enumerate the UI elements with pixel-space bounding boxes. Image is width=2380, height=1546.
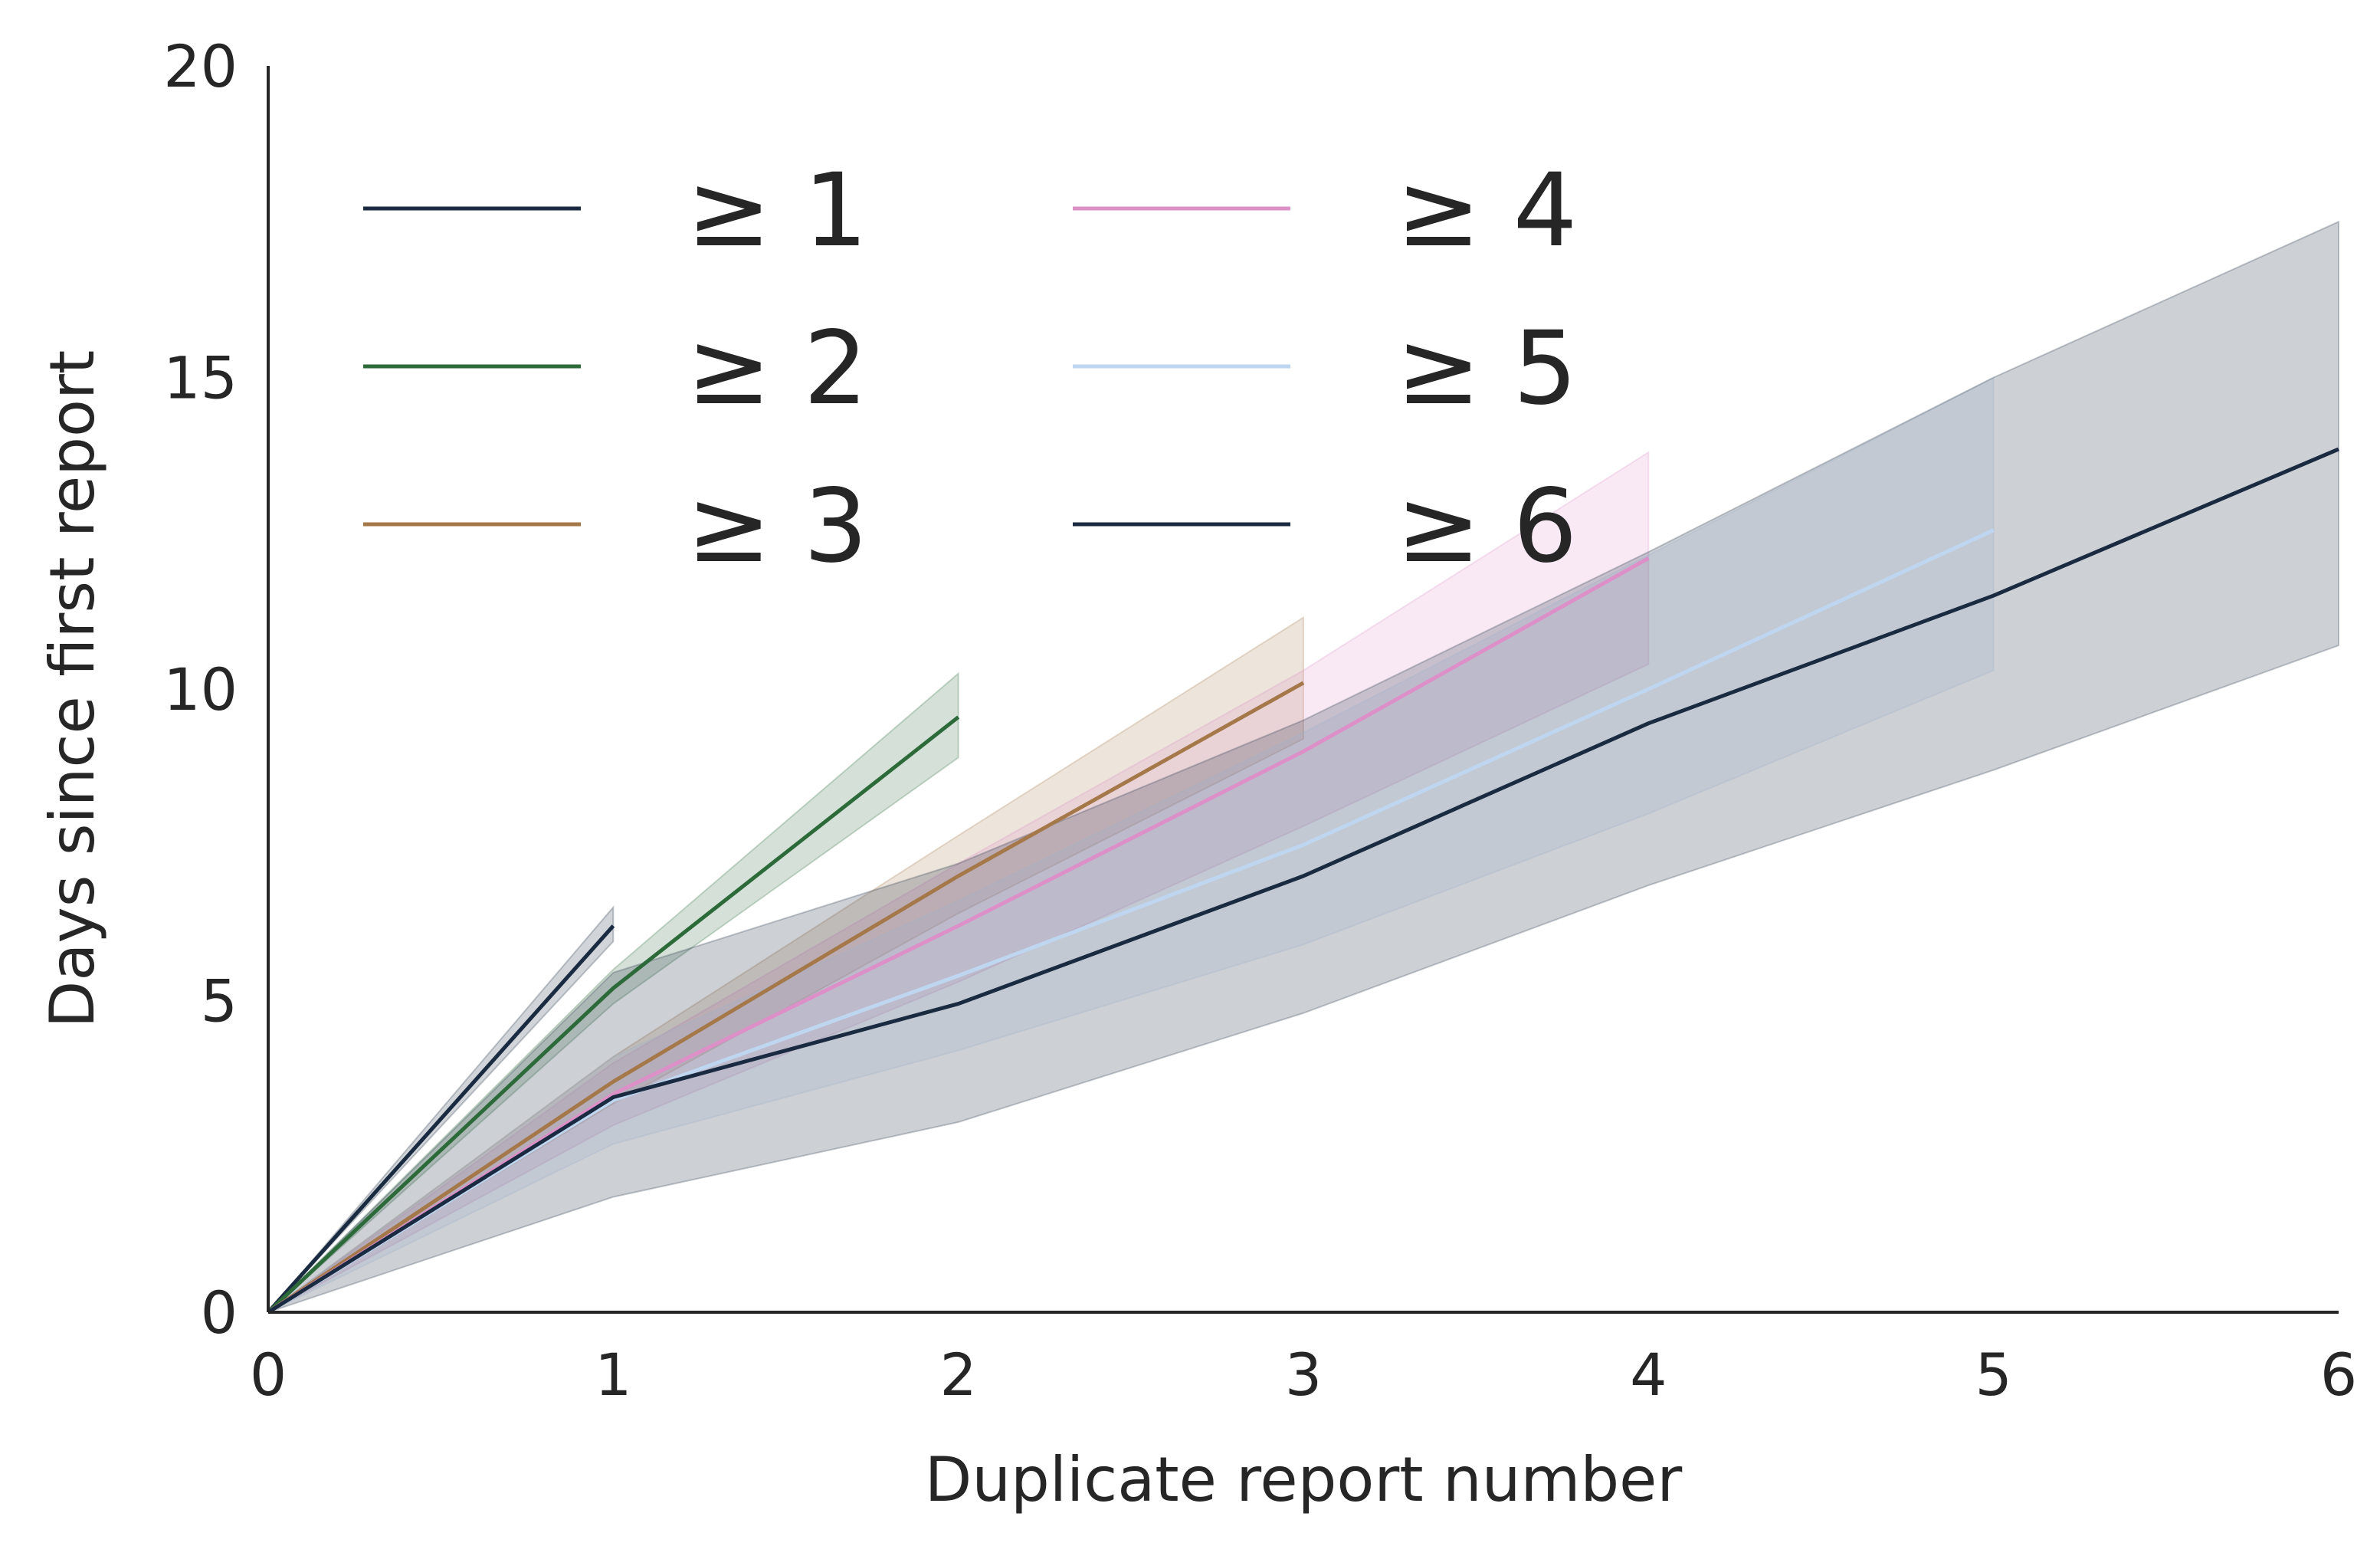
- x-tick-label: 0: [250, 1341, 287, 1409]
- series-line-5: [267, 528, 1995, 1315]
- y-tick-labels: 0 5 10 15 20: [163, 32, 238, 1347]
- legend-label-6: ≥ 6: [1396, 468, 1578, 586]
- series-line-3: [267, 681, 1305, 1315]
- legend-label-3: ≥ 3: [687, 468, 868, 586]
- x-tick-labels: 0 1 2 3 4 5 6: [250, 1341, 2357, 1409]
- y-tick-label: 15: [163, 344, 238, 412]
- series-line-1: [267, 924, 615, 1314]
- legend-label-1: ≥ 1: [687, 152, 868, 270]
- y-tick-label: 5: [201, 967, 238, 1036]
- y-tick-label: 10: [163, 655, 238, 724]
- series-line-6: [267, 447, 2339, 1315]
- series-lines: [267, 447, 2339, 1315]
- x-tick-label: 1: [595, 1341, 631, 1409]
- confidence-bands: [267, 220, 2339, 1313]
- legend-label-2: ≥ 2: [687, 310, 868, 428]
- x-tick-label: 4: [1630, 1341, 1667, 1409]
- confidence-band-5: [267, 376, 1995, 1313]
- x-tick-label: 6: [2320, 1341, 2357, 1409]
- confidence-band-1: [267, 904, 615, 1313]
- legend-label-4: ≥ 4: [1396, 152, 1578, 270]
- y-axis-label: Days since first report: [37, 350, 108, 1028]
- y-tick-label: 20: [163, 32, 238, 100]
- x-tick-label: 2: [939, 1341, 976, 1409]
- legend-label-5: ≥ 5: [1396, 310, 1578, 428]
- confidence-band-6: [267, 220, 2339, 1313]
- x-axis-label: Duplicate report number: [925, 1444, 1683, 1515]
- x-tick-label: 5: [1975, 1341, 2011, 1409]
- legend: ≥ 1 ≥ 2 ≥ 3 ≥ 4 ≥ 5 ≥ 6: [363, 152, 1578, 586]
- series-line-2: [267, 715, 960, 1314]
- x-tick-label: 3: [1285, 1341, 1322, 1409]
- y-tick-label: 0: [201, 1278, 238, 1347]
